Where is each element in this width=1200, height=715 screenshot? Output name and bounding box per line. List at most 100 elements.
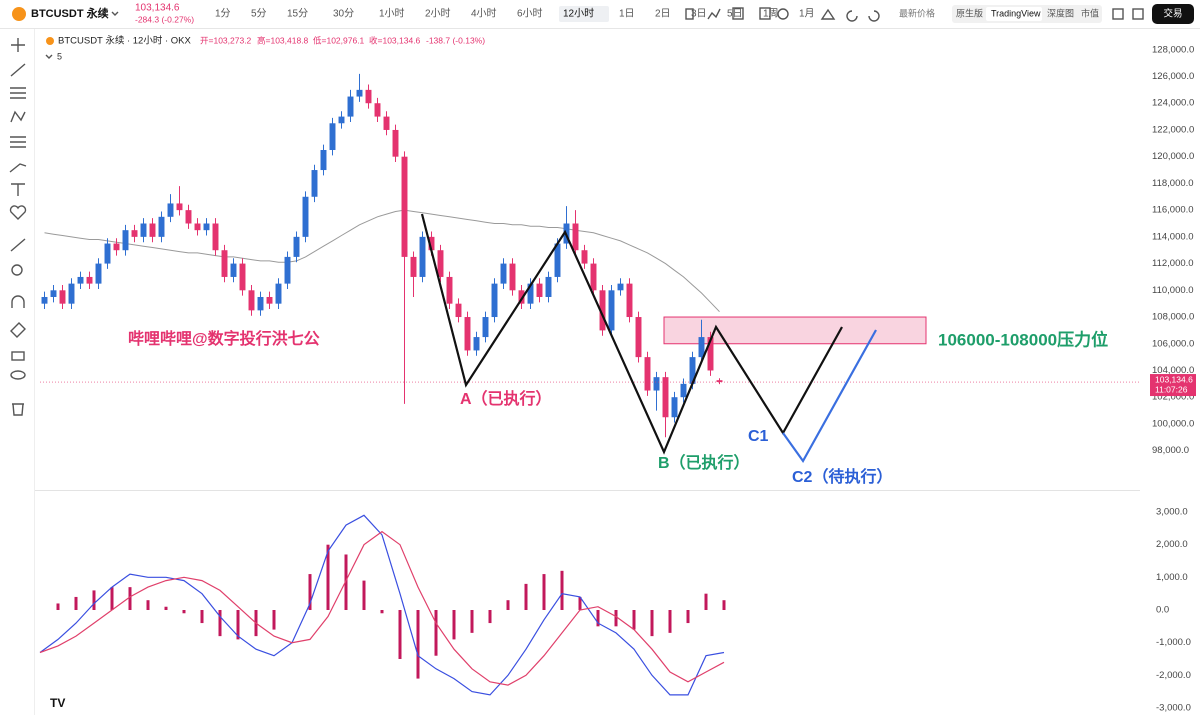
brush-tool[interactable] bbox=[9, 163, 27, 173]
candle-body bbox=[617, 283, 624, 291]
candle-body bbox=[59, 290, 66, 304]
candle-body bbox=[320, 150, 327, 171]
macd-bar bbox=[614, 610, 618, 627]
macd-bar bbox=[470, 610, 474, 633]
trade-label[interactable]: 交易 bbox=[1163, 8, 1182, 20]
candle-body bbox=[212, 223, 219, 251]
coin-icon bbox=[12, 7, 26, 21]
candle-body bbox=[473, 337, 480, 351]
favorite-tool[interactable] bbox=[9, 205, 27, 220]
fullscreen-icon[interactable] bbox=[1132, 8, 1144, 20]
price-mode[interactable]: 最新价格 bbox=[899, 7, 935, 18]
tv-logo: TV bbox=[50, 696, 65, 710]
interval[interactable]: 1周 bbox=[763, 8, 779, 20]
trade-button[interactable] bbox=[1152, 4, 1194, 24]
y-tick-label: 116,000.0 bbox=[1152, 205, 1194, 216]
interval[interactable]: 1月 bbox=[799, 8, 815, 20]
layout-icon[interactable] bbox=[1112, 8, 1124, 20]
magnet-tool[interactable] bbox=[11, 295, 25, 308]
indicator-icon[interactable] bbox=[707, 8, 721, 20]
lock-tool[interactable] bbox=[11, 351, 25, 361]
y-tick-label: 122,000.0 bbox=[1152, 124, 1194, 135]
price-tag-countdown: 11:07:26 bbox=[1155, 384, 1188, 394]
template-icon[interactable] bbox=[732, 7, 744, 20]
candle-body bbox=[662, 377, 669, 418]
interval[interactable]: 12小时 bbox=[563, 8, 594, 20]
candle-body bbox=[527, 283, 534, 304]
candle-body bbox=[401, 156, 408, 257]
crosshair-tool[interactable] bbox=[11, 38, 25, 52]
zoom-tool[interactable] bbox=[11, 264, 23, 276]
candle-body bbox=[419, 236, 426, 277]
candle-body bbox=[635, 317, 642, 358]
ruler-tool[interactable] bbox=[10, 238, 26, 252]
y-tick-label: 2,000.0 bbox=[1156, 539, 1188, 550]
delete-tool[interactable] bbox=[12, 403, 24, 416]
interval[interactable]: 2小时 bbox=[425, 8, 451, 20]
candle-body bbox=[221, 250, 228, 277]
candle-body bbox=[95, 263, 102, 284]
interval[interactable]: 1小时 bbox=[379, 8, 405, 20]
text-tool[interactable] bbox=[11, 183, 25, 196]
interval[interactable]: 30分 bbox=[333, 8, 354, 20]
draw-mode-tool[interactable] bbox=[10, 322, 26, 338]
fib-tool[interactable] bbox=[10, 136, 26, 148]
candle-body bbox=[347, 96, 354, 117]
y-tick-label: 128,000.0 bbox=[1152, 44, 1194, 55]
interval[interactable]: 4小时 bbox=[471, 8, 497, 20]
candle-body bbox=[383, 116, 390, 130]
macd-bar bbox=[506, 600, 510, 610]
collapse-icon[interactable] bbox=[45, 54, 53, 59]
candle-body bbox=[671, 397, 678, 418]
candle-body bbox=[437, 250, 444, 277]
label-c1: C1 bbox=[748, 428, 769, 445]
interval[interactable]: 15分 bbox=[287, 8, 308, 20]
interval[interactable]: 5分 bbox=[251, 8, 267, 20]
macd-bar bbox=[704, 593, 708, 610]
symbol[interactable]: BTCUSDT 永续 bbox=[31, 6, 109, 20]
candle-body bbox=[302, 196, 309, 237]
y-tick-label: 120,000.0 bbox=[1152, 151, 1194, 162]
line-tool[interactable] bbox=[10, 63, 26, 77]
interval[interactable]: 5日 bbox=[727, 9, 743, 20]
pattern-tool[interactable] bbox=[10, 110, 26, 123]
view-option[interactable]: 原生版 bbox=[956, 7, 983, 18]
chart-type-icon[interactable] bbox=[685, 8, 694, 20]
y-tick-label: -3,000.0 bbox=[1156, 702, 1191, 713]
macd-bar bbox=[578, 596, 582, 610]
y-tick-label: 1,000.0 bbox=[1156, 572, 1188, 583]
redo-icon[interactable] bbox=[868, 10, 880, 22]
interval[interactable]: 1日 bbox=[619, 9, 635, 20]
macd-bar bbox=[560, 570, 564, 610]
y-tick-label: 118,000.0 bbox=[1152, 178, 1194, 189]
dropdown-icon[interactable] bbox=[111, 11, 119, 16]
interval[interactable]: 2日 bbox=[655, 9, 671, 20]
candle-body bbox=[311, 170, 318, 197]
view-active bbox=[986, 7, 1042, 21]
visibility-tool[interactable] bbox=[10, 370, 26, 380]
y-tick-label: 112,000.0 bbox=[1152, 258, 1194, 269]
watermark: 哔哩哔哩@数字投行洪七公 bbox=[128, 329, 320, 348]
alert-icon[interactable] bbox=[820, 8, 836, 20]
y-tick-label: 3,000.0 bbox=[1156, 507, 1188, 518]
candle-body bbox=[716, 380, 723, 383]
channel-tool[interactable] bbox=[10, 87, 26, 99]
macd-bar bbox=[362, 580, 366, 610]
candle-body bbox=[374, 103, 381, 117]
view-option[interactable]: 市值 bbox=[1081, 7, 1099, 18]
projection-drawing bbox=[782, 329, 877, 464]
undo-icon[interactable] bbox=[846, 10, 858, 22]
interval-active bbox=[559, 6, 609, 22]
legend-title: BTCUSDT 永续 · 12小时 · OKX bbox=[58, 35, 192, 47]
view-option[interactable]: 深度图 bbox=[1047, 7, 1074, 18]
interval[interactable]: 3日 bbox=[691, 9, 707, 20]
macd-bar bbox=[542, 574, 546, 610]
interval[interactable]: 1分 bbox=[215, 8, 231, 20]
label-c2: C2（待执行） bbox=[792, 467, 892, 486]
settings-icon[interactable] bbox=[777, 8, 789, 20]
candle-body bbox=[338, 116, 345, 124]
screenshot-icon[interactable] bbox=[759, 7, 771, 20]
view-option[interactable]: TradingView bbox=[991, 8, 1041, 18]
interval[interactable]: 6小时 bbox=[517, 8, 543, 20]
